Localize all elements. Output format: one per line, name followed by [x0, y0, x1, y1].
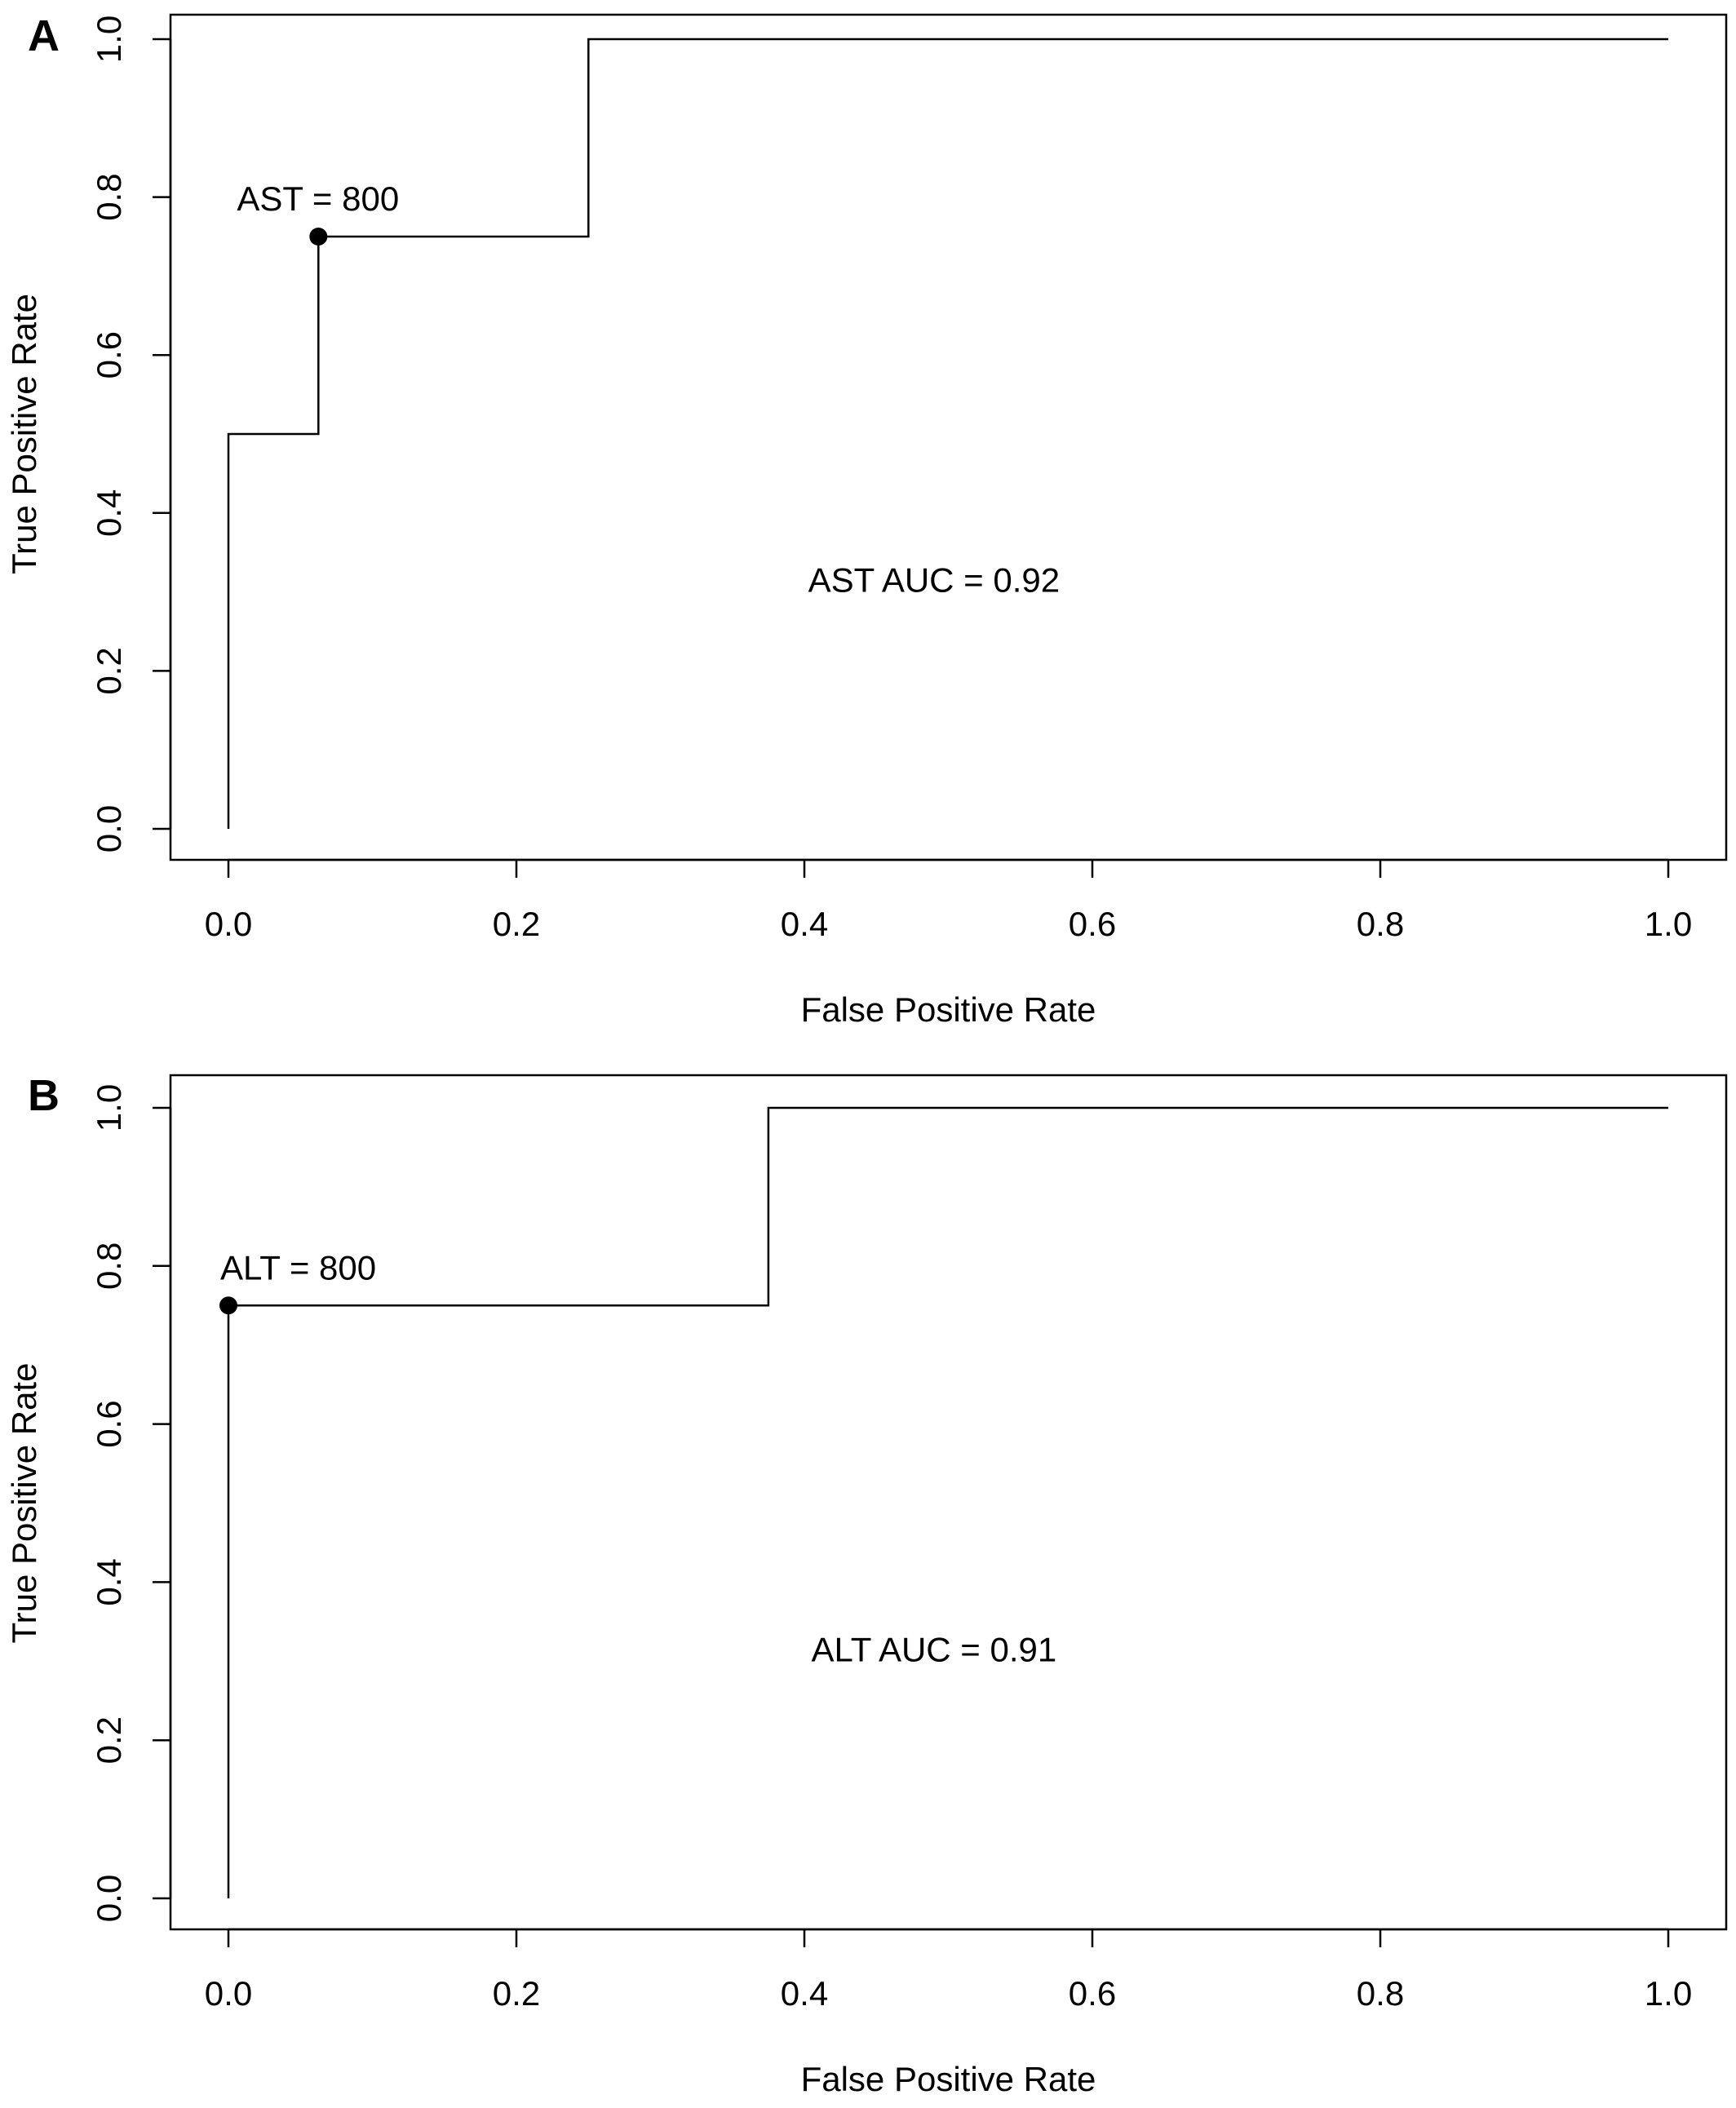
- x-tick-label: 0.8: [1357, 905, 1404, 943]
- y-tick-label: 0.6: [90, 331, 128, 379]
- y-tick-label: 0.8: [90, 173, 128, 220]
- x-tick-label: 0.0: [205, 1974, 252, 2013]
- y-tick-label: 0.2: [90, 647, 128, 694]
- x-tick-label: 1.0: [1645, 1974, 1692, 2013]
- roc-curve: [227, 38, 1668, 829]
- x-tick-label: 0.2: [493, 1974, 540, 2013]
- roc-panel-a: A 0.0 0.2 0.4 0.6 0.8 1.0 False Positive Rate 0.…: [5, 11, 1728, 1029]
- y-tick-label: 0.2: [90, 1716, 128, 1764]
- y-axis-title: True Positive Rate: [5, 1363, 43, 1644]
- y-tick-label: 0.0: [90, 1875, 128, 1922]
- auc-label: AST AUC = 0.92: [808, 561, 1061, 600]
- y-axis-title: True Positive Rate: [5, 294, 43, 574]
- cutoff-point: [309, 228, 328, 246]
- cutoff-label: ALT = 800: [220, 1248, 376, 1286]
- y-tick-label: 0.4: [90, 1558, 128, 1605]
- y-tick-label: 0.4: [90, 489, 128, 537]
- x-tick-label: 1.0: [1645, 905, 1692, 943]
- y-tick-label: 1.0: [90, 16, 128, 63]
- y-tick-label: 0.0: [90, 805, 128, 852]
- x-axis-title: False Positive Rate: [801, 2060, 1096, 2098]
- x-tick-label: 0.2: [493, 905, 540, 943]
- panel-letter: B: [28, 1071, 60, 1120]
- roc-curve: [227, 1106, 1668, 1898]
- x-tick-label: 0.6: [1069, 1974, 1116, 2013]
- x-tick-label: 0.6: [1069, 905, 1116, 943]
- auc-label: ALT AUC = 0.91: [811, 1630, 1056, 1668]
- y-tick-label: 1.0: [90, 1084, 128, 1132]
- cutoff-label: AST = 800: [237, 179, 399, 218]
- y-tick-label: 0.6: [90, 1400, 128, 1447]
- x-tick-label: 0.8: [1357, 1974, 1404, 2013]
- x-tick-label: 0.4: [781, 905, 828, 943]
- y-tick-label: 0.8: [90, 1242, 128, 1290]
- x-tick-label: 0.0: [205, 905, 252, 943]
- plot-frame: [169, 1074, 1728, 1931]
- plot-frame: [169, 13, 1728, 861]
- x-tick-label: 0.4: [781, 1974, 828, 2013]
- x-axis-title: False Positive Rate: [801, 990, 1096, 1029]
- roc-panel-b: B 0.0 0.2 0.4 0.6 0.8 1.0 False Positive Rate 0.…: [5, 1071, 1728, 2098]
- panel-letter: A: [28, 11, 60, 60]
- cutoff-point: [219, 1296, 237, 1315]
